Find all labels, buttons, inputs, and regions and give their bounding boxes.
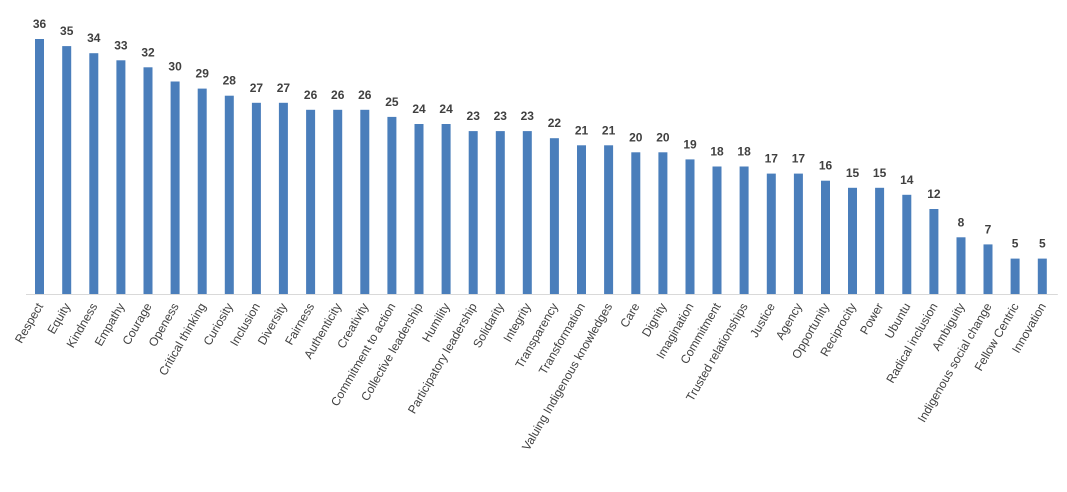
data-label: 20 bbox=[656, 130, 670, 144]
data-label: 8 bbox=[958, 215, 965, 229]
bar-authenticity bbox=[333, 109, 343, 294]
bar-inclusion bbox=[251, 102, 261, 295]
data-label: 34 bbox=[87, 31, 101, 45]
data-label: 23 bbox=[494, 109, 508, 123]
data-label: 22 bbox=[548, 116, 562, 130]
bar-justice bbox=[766, 173, 776, 294]
bar-kindness bbox=[89, 53, 99, 295]
bar-valuing-indigenous-knowledges bbox=[604, 145, 614, 295]
category-labels-group: RespectEquityKindnessEmpathyCourageOpene… bbox=[12, 300, 1049, 453]
bar-transformation bbox=[577, 145, 586, 295]
data-label: 20 bbox=[629, 130, 643, 144]
bar-innovation bbox=[1037, 258, 1047, 294]
bar-transparency bbox=[549, 138, 559, 294]
data-label: 27 bbox=[250, 81, 264, 95]
bar-fellow-centric bbox=[1010, 258, 1020, 294]
category-label: Equity bbox=[44, 301, 73, 337]
data-label: 23 bbox=[467, 109, 481, 123]
bar-solidarity bbox=[495, 131, 505, 294]
bar-critical-thinking bbox=[197, 88, 207, 294]
data-label: 24 bbox=[439, 102, 453, 116]
bar-integrity bbox=[522, 131, 532, 294]
data-labels-group: 36 35 34 33 32 30 29 28 27 27 26 26 26 25 24 24 23 23 23 22… bbox=[33, 17, 1046, 251]
category-label: Respect bbox=[12, 300, 46, 346]
bar-creativity bbox=[360, 109, 370, 294]
data-label: 5 bbox=[1012, 237, 1019, 251]
data-label: 21 bbox=[575, 123, 589, 137]
data-label: 15 bbox=[873, 166, 887, 180]
bar-participatory-leadership bbox=[468, 131, 478, 294]
data-label: 18 bbox=[710, 145, 724, 159]
category-label: Care bbox=[617, 300, 642, 330]
bar-commitment-to-action bbox=[387, 116, 397, 295]
bar-fairness bbox=[306, 109, 316, 294]
category-label: Power bbox=[857, 300, 886, 336]
bar-openess bbox=[170, 81, 180, 294]
bar-dignity bbox=[658, 152, 668, 294]
bar-power bbox=[875, 187, 885, 295]
bar-imagination bbox=[685, 159, 695, 294]
data-label: 36 bbox=[33, 17, 47, 31]
data-label: 18 bbox=[737, 145, 751, 159]
data-label: 28 bbox=[223, 74, 237, 88]
data-label: 17 bbox=[792, 152, 806, 166]
bar-care bbox=[631, 152, 641, 294]
bar-humility bbox=[441, 124, 451, 294]
data-label: 26 bbox=[304, 88, 318, 102]
bar-radical-inclusion bbox=[929, 209, 939, 294]
data-label: 26 bbox=[358, 88, 372, 102]
data-label: 32 bbox=[141, 45, 155, 59]
bar-opportunity bbox=[821, 180, 830, 294]
bar-collective-leadership bbox=[414, 124, 424, 294]
data-label: 26 bbox=[331, 88, 345, 102]
data-label: 27 bbox=[277, 81, 291, 95]
data-label: 21 bbox=[602, 123, 616, 137]
data-label: 35 bbox=[60, 24, 74, 38]
bar-respect bbox=[35, 39, 44, 294]
bars-group bbox=[35, 39, 1047, 295]
bar-curiosity bbox=[224, 95, 234, 294]
data-label: 30 bbox=[168, 60, 182, 74]
bar-equity bbox=[62, 46, 72, 294]
data-label: 23 bbox=[521, 109, 535, 123]
data-label: 25 bbox=[385, 95, 399, 109]
data-label: 19 bbox=[683, 137, 697, 151]
bar-agency bbox=[793, 173, 803, 294]
data-label: 15 bbox=[846, 166, 860, 180]
bar-ubuntu bbox=[902, 194, 912, 294]
bar-trusted-relationships bbox=[739, 166, 749, 294]
bar-commitment bbox=[712, 166, 722, 294]
data-label: 14 bbox=[900, 173, 914, 187]
bar-empathy bbox=[116, 60, 126, 295]
bar-diversity bbox=[278, 102, 288, 295]
bar-courage bbox=[143, 67, 153, 294]
data-label: 33 bbox=[114, 38, 128, 52]
data-label: 17 bbox=[765, 152, 779, 166]
data-label: 29 bbox=[196, 67, 210, 81]
bar-ambiguity bbox=[956, 237, 966, 294]
data-label: 16 bbox=[819, 159, 833, 173]
bar-reciprocity bbox=[848, 187, 857, 295]
data-label: 5 bbox=[1039, 237, 1046, 251]
bar-indigenous-social-change bbox=[983, 244, 993, 294]
data-label: 7 bbox=[985, 222, 992, 236]
data-label: 24 bbox=[412, 102, 426, 116]
data-label: 12 bbox=[927, 187, 941, 201]
